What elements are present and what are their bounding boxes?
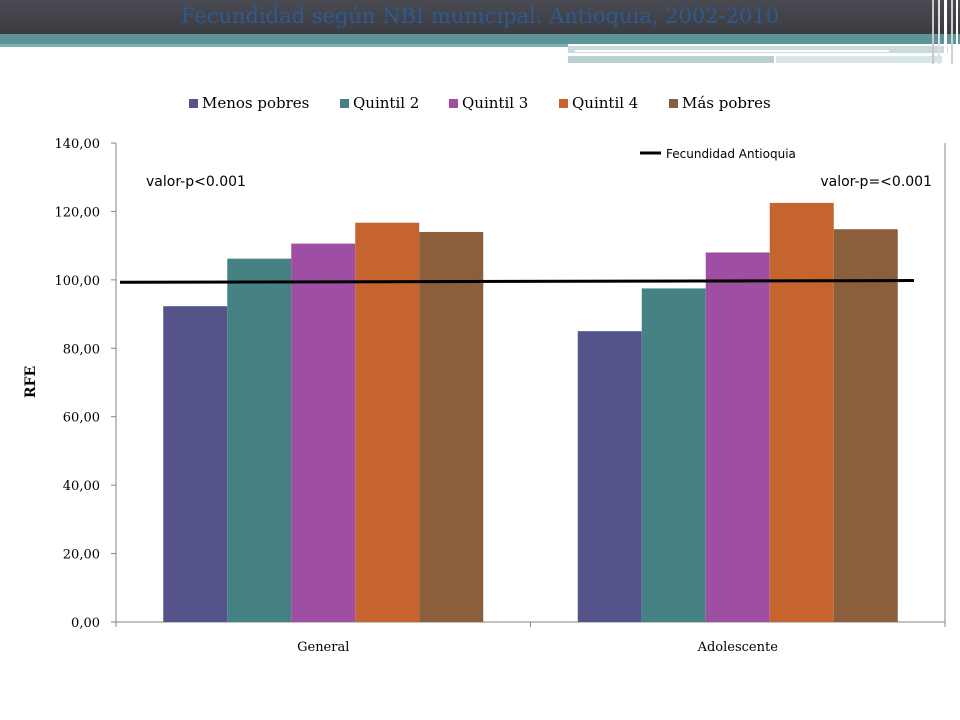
decor-line	[575, 50, 889, 52]
legend-label: Más pobres	[682, 94, 771, 112]
bar	[227, 258, 292, 622]
y-axis-ticks: 0,00 20,00 40,00 60,00 80,00 100,00 120,00 140,…	[55, 137, 116, 631]
y-tick-label: 0,00	[71, 616, 100, 631]
legend-label: Menos pobres	[202, 94, 309, 112]
annotation-p-value-adolescente: valor-p=<0.001	[820, 174, 932, 190]
slide-title: Fecundidad según NBI municipal. Antioqui…	[180, 4, 780, 28]
bar	[355, 222, 420, 622]
legend-label: Quintil 4	[572, 94, 638, 112]
y-tick-label: 100,00	[55, 274, 101, 289]
legend-swatch	[449, 99, 458, 108]
bar	[705, 252, 770, 622]
bar	[641, 288, 706, 622]
legend-label-reference: Fecundidad Antioquia	[666, 147, 796, 161]
legend: Menos pobres Quintil 2 Quintil 3 Quintil 4 M…	[189, 94, 796, 161]
decor-strip-right	[776, 56, 942, 63]
decor-strip	[568, 46, 948, 53]
legend-swatch	[340, 99, 349, 108]
y-axis-label: RFE	[23, 366, 39, 398]
legend-label: Quintil 2	[353, 94, 419, 112]
accent-bar-secondary	[0, 44, 568, 47]
x-axis-labels: General Adolescente	[115, 622, 946, 655]
bar	[833, 229, 898, 622]
y-tick-label: 80,00	[63, 342, 100, 357]
corner-decoration	[932, 0, 958, 64]
bar	[769, 202, 834, 622]
decor-strip-lower	[568, 56, 774, 63]
legend-swatch	[669, 99, 678, 108]
x-tick-label: General	[297, 640, 349, 655]
annotation-p-value-general: valor-p<0.001	[146, 174, 246, 190]
accent-bar	[0, 34, 960, 44]
reference-line-fecundidad	[119, 279, 915, 284]
legend-label: Quintil 3	[462, 94, 528, 112]
bar	[291, 243, 356, 622]
legend-swatch	[189, 99, 198, 108]
bar	[419, 231, 484, 622]
y-tick-label: 60,00	[63, 411, 100, 426]
legend-swatch	[559, 99, 568, 108]
bar	[577, 331, 642, 622]
reference-line	[119, 279, 915, 284]
y-tick-label: 120,00	[55, 205, 101, 220]
y-tick-label: 140,00	[55, 137, 101, 152]
bar	[163, 306, 228, 622]
x-tick-label: Adolescente	[697, 640, 779, 655]
y-tick-label: 20,00	[63, 548, 100, 563]
header-band	[0, 0, 960, 34]
y-tick-label: 40,00	[63, 479, 100, 494]
bars	[163, 202, 898, 622]
